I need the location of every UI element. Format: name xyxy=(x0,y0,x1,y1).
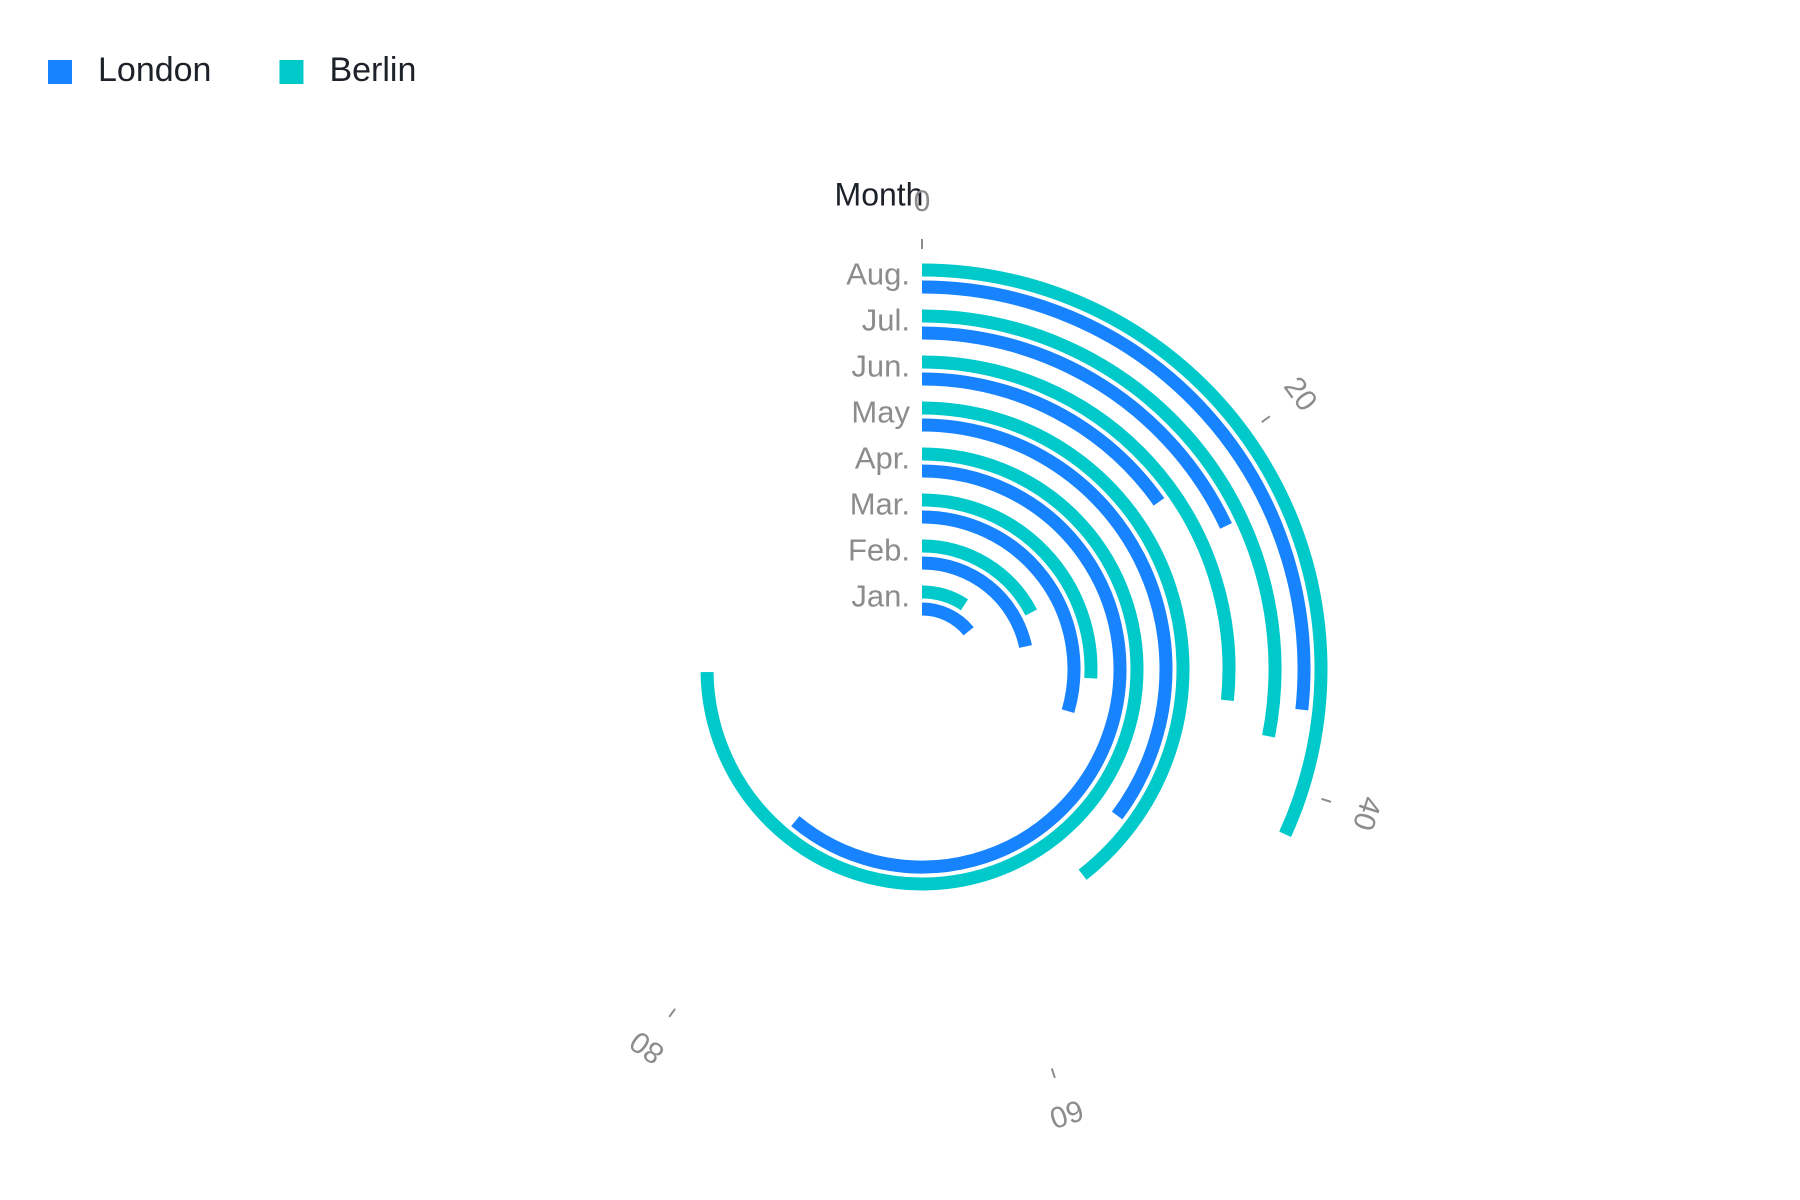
bar xyxy=(921,309,1282,738)
bar xyxy=(921,355,1236,701)
tick-label: 20 xyxy=(1277,371,1323,417)
bar xyxy=(921,401,1190,880)
legend-text: Berlin xyxy=(329,51,416,89)
bar xyxy=(921,556,1032,649)
bar xyxy=(921,585,969,611)
bar xyxy=(921,510,1081,713)
tick-mark xyxy=(1321,797,1332,803)
tick-mark xyxy=(668,1008,676,1018)
bar xyxy=(921,326,1232,529)
category-label: Apr. xyxy=(855,441,910,476)
legend-swatch xyxy=(48,60,72,84)
bar xyxy=(921,372,1165,506)
bar xyxy=(921,263,1328,838)
category-label: Feb. xyxy=(848,533,910,568)
bar xyxy=(921,418,1173,820)
category-label: Jan. xyxy=(851,579,910,614)
tick-mark xyxy=(1261,415,1271,423)
bar xyxy=(921,280,1311,711)
axis-title: Month xyxy=(835,176,924,212)
category-label: May xyxy=(851,395,910,430)
tick-mark xyxy=(1050,1068,1056,1079)
category-label: Mar. xyxy=(850,487,910,522)
category-label: Jun. xyxy=(851,349,910,384)
tick-label: 0 xyxy=(914,185,931,218)
tick-label: 80 xyxy=(624,1024,670,1070)
tick-label: 40 xyxy=(1346,793,1388,835)
legend-swatch xyxy=(279,60,304,84)
legend-text: London xyxy=(98,51,211,89)
bar xyxy=(921,602,974,636)
tick-label: 60 xyxy=(1046,1093,1088,1135)
category-label: Jul. xyxy=(862,303,910,338)
bar xyxy=(700,447,1144,891)
bar xyxy=(791,464,1127,874)
legend-item[interactable]: Berlin xyxy=(279,51,416,89)
category-label: Aug. xyxy=(846,257,910,292)
bar xyxy=(921,539,1038,616)
bar xyxy=(921,493,1098,679)
legend-item[interactable]: London xyxy=(48,51,211,89)
